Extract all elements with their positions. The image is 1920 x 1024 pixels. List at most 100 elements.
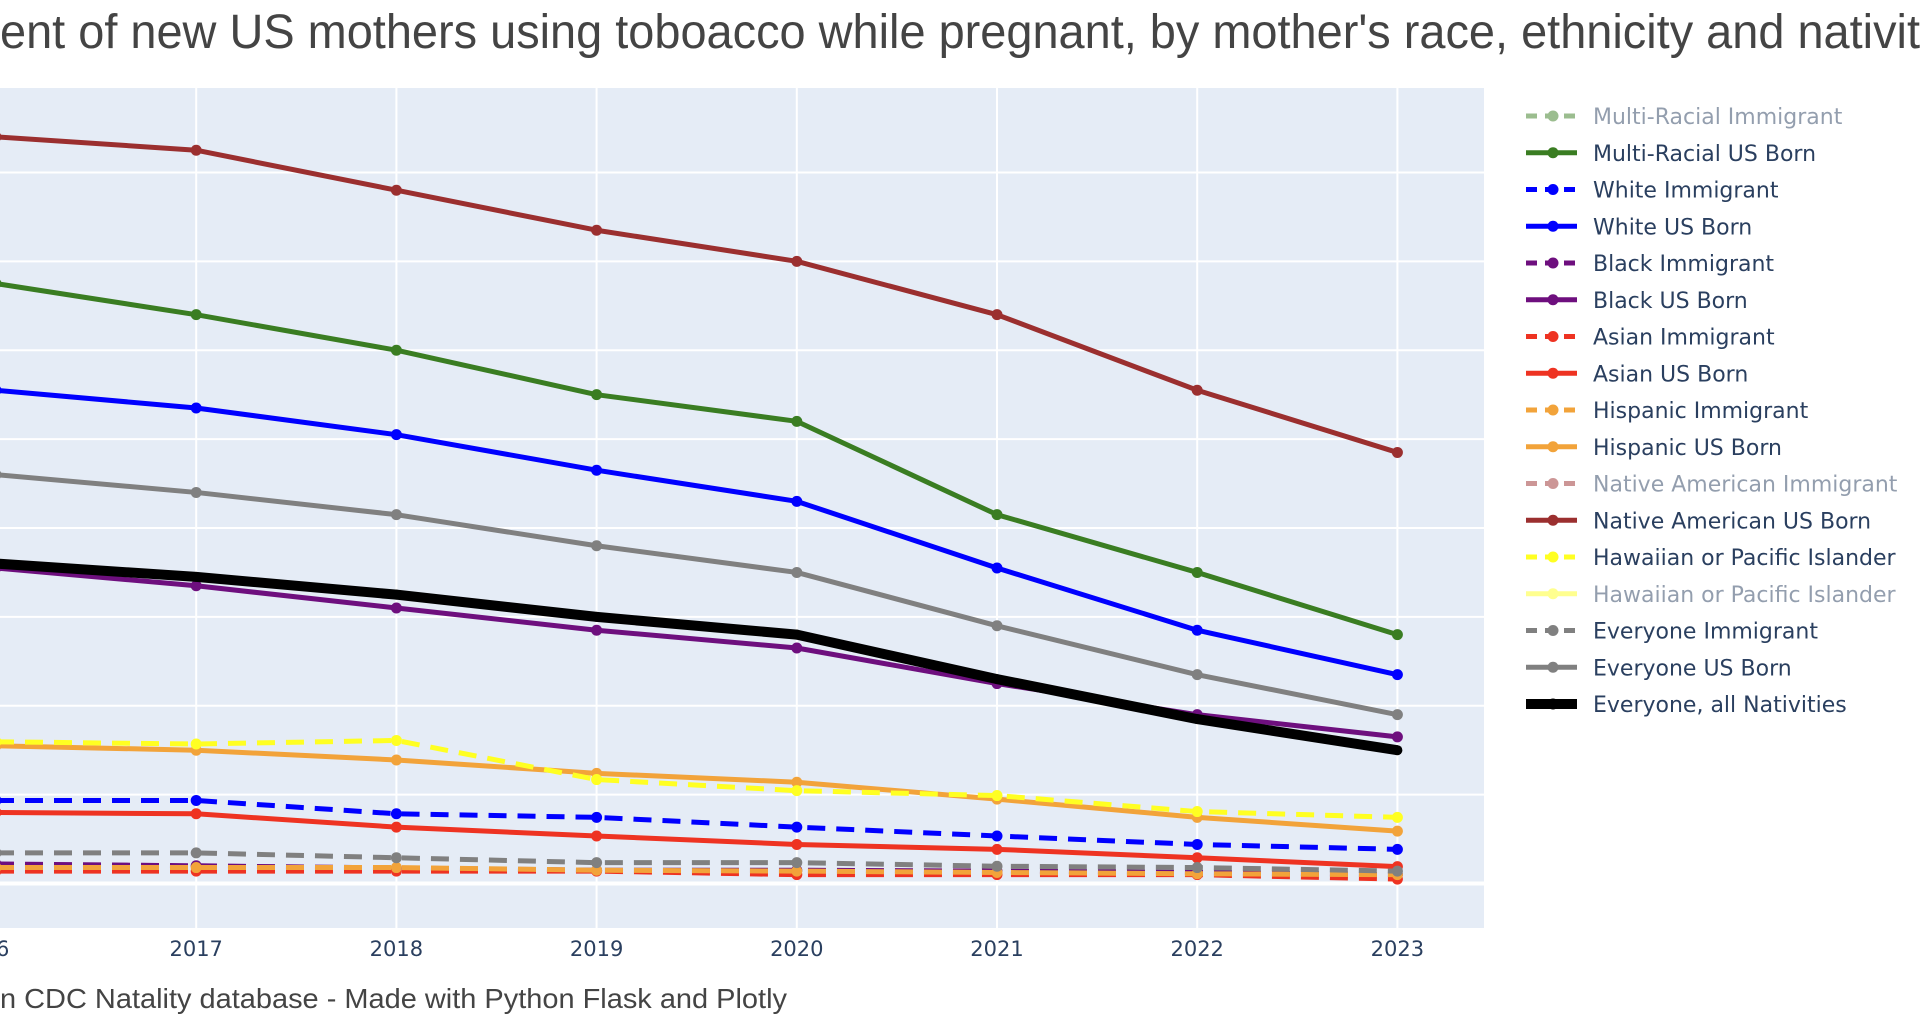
legend-item[interactable]: Everyone, all Nativities	[1526, 693, 1847, 718]
data-point	[0, 560, 1, 567]
data-point	[791, 495, 803, 507]
data-point	[791, 838, 803, 850]
legend-item[interactable]: Hawaiian or Pacific Islander	[1526, 583, 1897, 608]
legend-label: Multi-Racial Immigrant	[1593, 105, 1843, 130]
data-point	[1191, 624, 1203, 636]
legend-item[interactable]: Hawaiian or Pacific Islander	[1526, 546, 1897, 571]
data-point	[791, 629, 802, 640]
x-tick-label: 2023	[1371, 937, 1424, 961]
legend-marker-icon	[1547, 220, 1559, 232]
legend-marker-icon	[1547, 294, 1559, 306]
data-point	[791, 415, 803, 427]
x-tick-label: 16	[0, 937, 9, 961]
x-tick-label: 2021	[970, 937, 1023, 961]
legend-label: White US Born	[1593, 215, 1752, 240]
data-point	[791, 642, 803, 654]
data-point	[0, 808, 2, 817]
legend-item[interactable]: Native American Immigrant	[1526, 473, 1898, 498]
data-point	[0, 133, 2, 141]
data-point	[991, 620, 1003, 632]
data-point	[991, 509, 1003, 521]
data-point	[1191, 384, 1203, 396]
data-point	[390, 429, 402, 441]
legend-marker-icon	[1547, 588, 1559, 600]
data-point	[190, 580, 202, 592]
legend-item[interactable]: Native American US Born	[1526, 509, 1871, 534]
data-point	[391, 589, 402, 600]
data-point	[190, 794, 202, 806]
legend-item[interactable]: Black Immigrant	[1526, 252, 1774, 277]
data-point	[390, 344, 402, 356]
x-tick-label: 2022	[1170, 937, 1223, 961]
data-point	[791, 865, 803, 877]
legend-marker-icon	[1547, 441, 1559, 453]
legend-label: Hawaiian or Pacific Islander	[1593, 583, 1897, 608]
legend-item[interactable]: Asian Immigrant	[1526, 326, 1775, 351]
legend-label: Black Immigrant	[1593, 252, 1774, 277]
data-point	[1392, 745, 1403, 756]
series-line	[0, 388, 1398, 678]
data-point	[591, 830, 603, 842]
legend-label: Multi-Racial US Born	[1593, 142, 1816, 167]
data-point	[1191, 806, 1203, 818]
legend-item[interactable]: Multi-Racial US Born	[1526, 142, 1816, 167]
data-point	[591, 811, 603, 823]
legend-item[interactable]: Hispanic Immigrant	[1526, 399, 1809, 424]
legend-marker-icon	[1547, 514, 1559, 526]
legend-item[interactable]: White Immigrant	[1526, 179, 1779, 204]
data-point	[1191, 852, 1203, 864]
data-point	[1391, 446, 1403, 458]
legend-label: Hispanic US Born	[1593, 436, 1782, 461]
legend-label: Native American US Born	[1593, 509, 1871, 534]
series-line	[0, 797, 1398, 852]
data-point	[991, 843, 1003, 855]
chart-title: ent of new US mothers using toboacco whi…	[0, 6, 1920, 59]
legend-item[interactable]: Asian US Born	[1526, 362, 1748, 387]
data-point	[1391, 709, 1403, 721]
data-point	[0, 738, 2, 746]
legend-marker-icon	[1547, 698, 1559, 710]
data-point	[1391, 811, 1403, 823]
data-point	[791, 776, 803, 788]
data-point	[0, 863, 2, 872]
series-everyone-us-born	[0, 470, 1403, 721]
data-point	[991, 830, 1003, 842]
legend-label: Hawaiian or Pacific Islander	[1593, 546, 1897, 571]
legend-marker-icon	[1547, 404, 1559, 416]
data-point	[190, 402, 202, 414]
legend-item[interactable]: Black US Born	[1526, 289, 1748, 314]
data-point	[1391, 843, 1403, 855]
x-tick-label: 2019	[570, 937, 623, 961]
plot-area	[0, 88, 1484, 928]
x-tick-label: 2017	[169, 937, 222, 961]
data-point	[1191, 862, 1203, 874]
data-point	[591, 774, 603, 786]
legend-marker-icon	[1547, 625, 1559, 636]
data-point	[1191, 838, 1203, 850]
legend-label: Everyone Immigrant	[1593, 620, 1818, 645]
series-multi-racial-us-born	[0, 279, 1403, 641]
data-point	[1391, 825, 1403, 837]
legend-item[interactable]: Multi-Racial Immigrant	[1526, 105, 1843, 130]
data-point	[190, 486, 202, 498]
legend-item[interactable]: White US Born	[1526, 215, 1752, 240]
x-tick-label: 2020	[770, 937, 823, 961]
legend-label: Hispanic Immigrant	[1593, 399, 1809, 424]
data-point	[190, 808, 202, 820]
legend-label: Everyone US Born	[1593, 656, 1792, 681]
series-line	[0, 558, 1399, 756]
series-asian-us-born	[0, 808, 1403, 873]
legend-marker-icon	[1547, 184, 1559, 195]
data-point	[991, 562, 1003, 574]
legend-label: Black US Born	[1593, 289, 1748, 314]
legend-marker-icon	[1547, 551, 1559, 563]
legend-item[interactable]: Hispanic US Born	[1526, 436, 1782, 461]
legend-item[interactable]: Everyone US Born	[1526, 656, 1792, 681]
series-line	[0, 809, 1398, 870]
series-line	[0, 281, 1399, 638]
series-everyone-immigrant	[0, 847, 1403, 877]
data-point	[390, 821, 402, 833]
data-point	[791, 857, 803, 869]
legend-item[interactable]: Everyone Immigrant	[1526, 620, 1818, 645]
data-point	[791, 821, 803, 833]
